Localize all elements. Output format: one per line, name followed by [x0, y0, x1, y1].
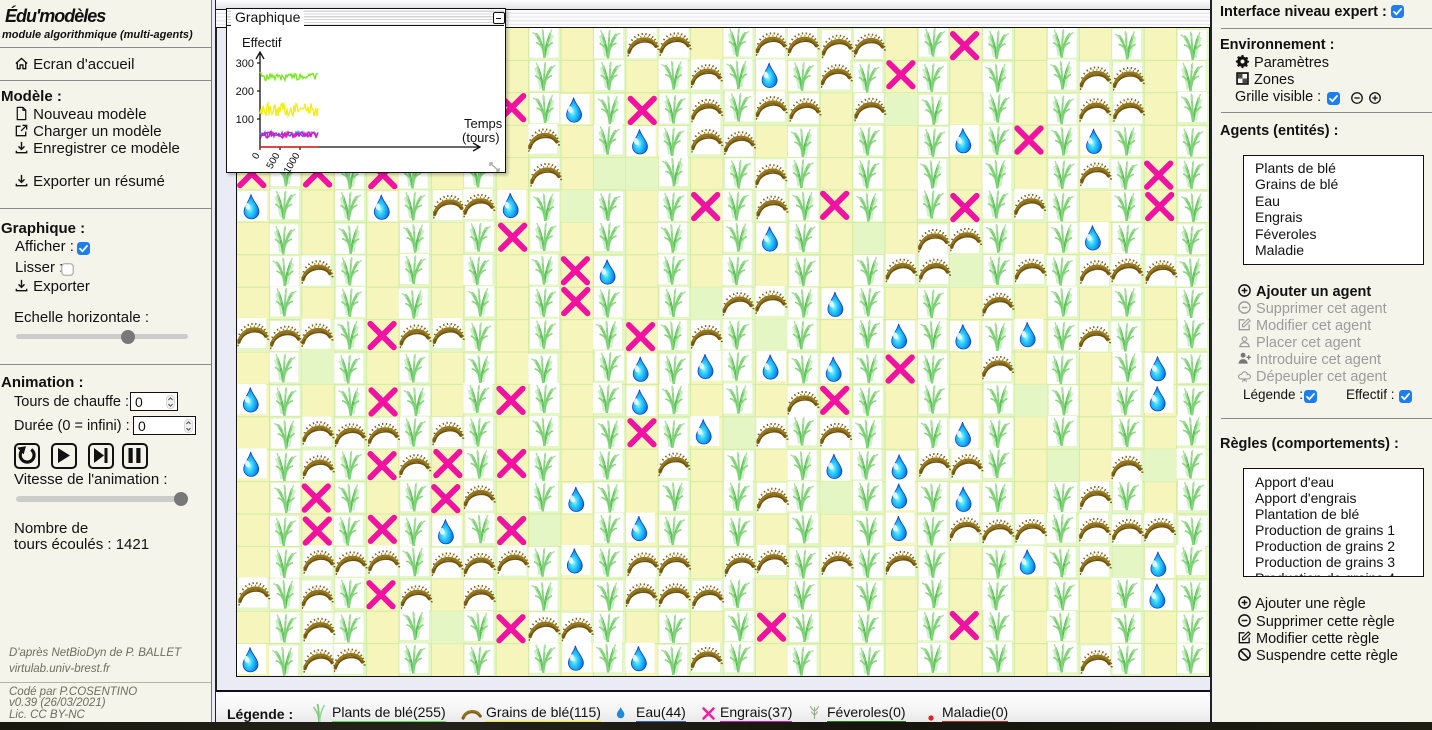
svg-text:1000: 1000 [282, 151, 303, 172]
svg-text:500: 500 [265, 151, 283, 171]
svg-text:100: 100 [236, 114, 254, 126]
svg-text:300: 300 [236, 58, 254, 70]
svg-text:200: 200 [236, 86, 254, 98]
svg-text:(tours): (tours) [462, 130, 500, 145]
svg-text:Effectif: Effectif [242, 35, 282, 50]
svg-text:Temps: Temps [464, 116, 503, 131]
svg-text:0: 0 [250, 151, 263, 162]
